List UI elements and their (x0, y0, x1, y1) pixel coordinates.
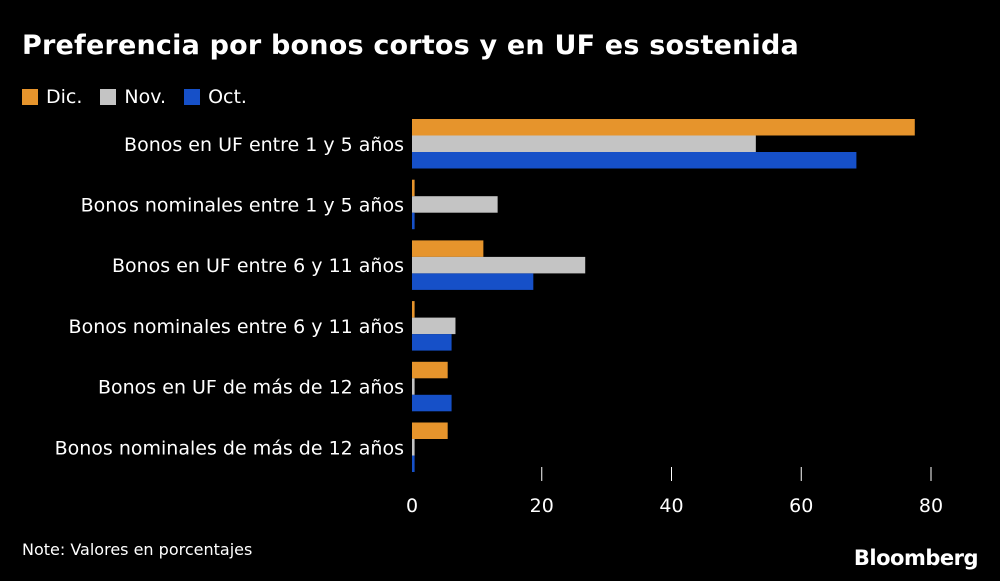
legend-label: Dic. (46, 86, 83, 108)
bar (412, 301, 415, 318)
legend-item: Oct. (184, 86, 247, 108)
legend-swatch (22, 89, 38, 105)
bar (412, 394, 452, 412)
bar (412, 179, 415, 197)
x-tick-label: 0 (406, 495, 418, 517)
legend-item: Dic. (22, 86, 82, 108)
bar (412, 240, 484, 257)
bar (412, 273, 534, 290)
x-tick-label: 60 (789, 495, 813, 517)
category-label: Bonos en UF entre 1 y 5 años (124, 134, 404, 156)
category-label: Bonos en UF de más de 12 años (98, 377, 404, 399)
x-tick-label: 80 (919, 495, 943, 517)
bar (412, 152, 857, 169)
bar (412, 334, 452, 351)
chart-title: Preferencia por bonos cortos y en UF es … (22, 30, 799, 61)
category-label: Bonos en UF entre 6 y 11 años (112, 255, 404, 277)
bar (412, 119, 915, 136)
bar (412, 378, 415, 395)
legend-label: Nov. (124, 86, 167, 108)
category-label: Bonos nominales entre 1 y 5 años (81, 194, 404, 216)
bar (412, 422, 448, 439)
legend-swatch (184, 89, 201, 105)
bar (412, 455, 415, 472)
bar (412, 256, 586, 274)
legend-label: Oct. (208, 86, 247, 108)
x-tick-label: 40 (659, 495, 683, 517)
bar (412, 196, 498, 213)
x-tick-label: 20 (530, 495, 554, 517)
category-label: Bonos nominales de más de 12 años (55, 437, 404, 459)
legend-swatch (100, 89, 117, 105)
bar (412, 361, 448, 379)
chart-legend: Dic. Nov. Oct. (22, 86, 265, 108)
chart-note: Note: Valores en porcentajes (22, 540, 253, 559)
legend-item: Nov. (100, 86, 166, 108)
bar (412, 317, 456, 335)
bloomberg-logo: Bloomberg (853, 546, 979, 570)
bar (412, 439, 415, 456)
bar (412, 212, 415, 230)
bar (412, 135, 756, 152)
category-label: Bonos nominales entre 6 y 11 años (69, 316, 404, 338)
